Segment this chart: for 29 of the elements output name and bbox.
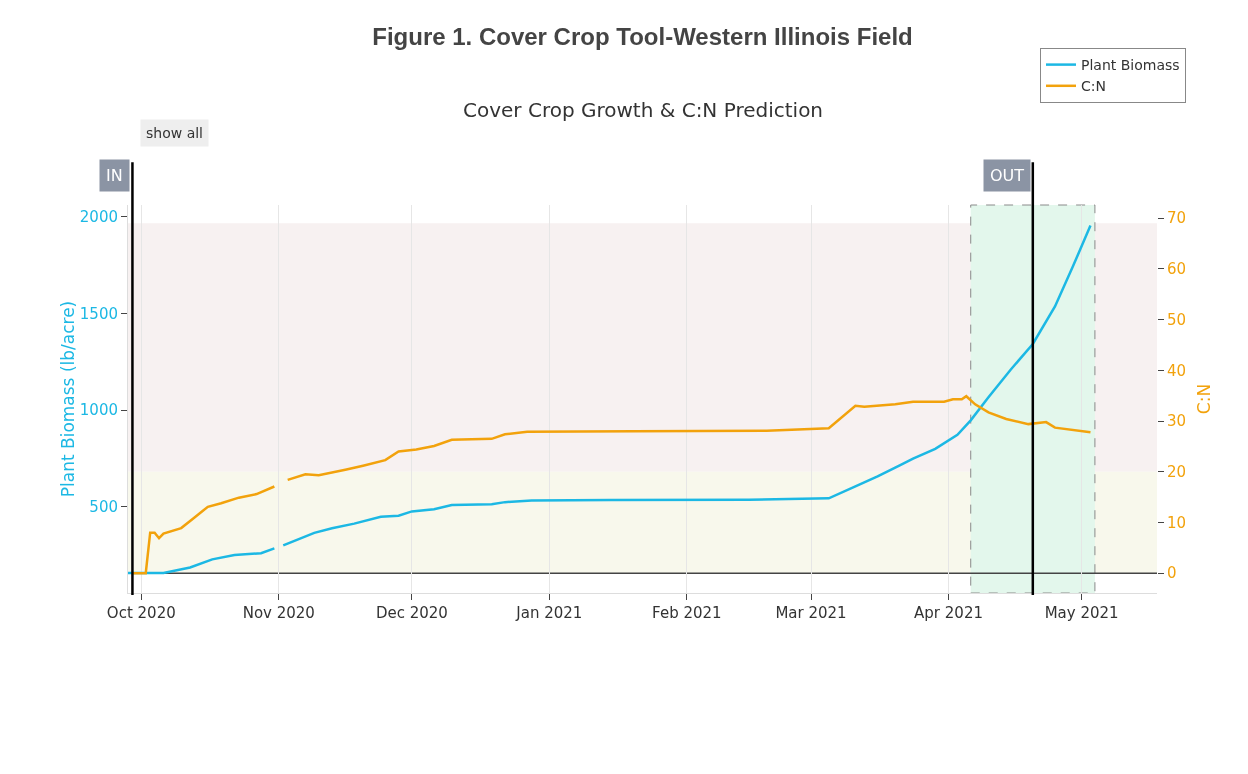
y2-tick-label: 60	[1167, 260, 1187, 279]
y-tick-label: 500	[89, 498, 118, 517]
x-tick-label: Nov 2020	[242, 604, 315, 622]
chart-title: Figure 1. Cover Crop Tool-Western Illinois Field	[372, 23, 913, 51]
y-tick-label: 1500	[79, 304, 118, 323]
y2-tick-label: 40	[1167, 361, 1187, 380]
x-tick-label: Feb 2021	[652, 604, 722, 622]
legend-label: C:N	[1081, 78, 1106, 95]
y2-tick-label: 50	[1167, 310, 1187, 329]
chart-subtitle: Cover Crop Growth & C:N Prediction	[463, 98, 824, 122]
y2-axis-title: C:N	[1193, 383, 1214, 415]
x-tick-label: Oct 2020	[106, 604, 176, 622]
x-tick-label: Jan 2021	[515, 604, 583, 622]
x-tick-label: Mar 2021	[775, 604, 847, 622]
y-axis-title: Plant Biomass (lb/acre)	[57, 300, 78, 498]
y2-tick-label: 30	[1167, 412, 1187, 431]
y2-tick-label: 10	[1167, 513, 1187, 532]
y2-tick-label: 20	[1167, 463, 1187, 482]
y-tick-label: 1000	[79, 401, 118, 420]
x-tick-label: May 2021	[1044, 604, 1119, 622]
ref-line-label: OUT	[990, 166, 1025, 185]
legend-label: Plant Biomass	[1081, 57, 1180, 74]
text: show all	[146, 125, 203, 141]
y2-tick-label: 70	[1167, 209, 1187, 228]
x-tick-label: Dec 2020	[375, 604, 448, 622]
y-tick-label: 2000	[79, 208, 118, 227]
ref-line-label: IN	[106, 166, 123, 185]
y2-tick-label: 0	[1167, 564, 1177, 583]
x-tick-label: Apr 2021	[914, 604, 983, 622]
